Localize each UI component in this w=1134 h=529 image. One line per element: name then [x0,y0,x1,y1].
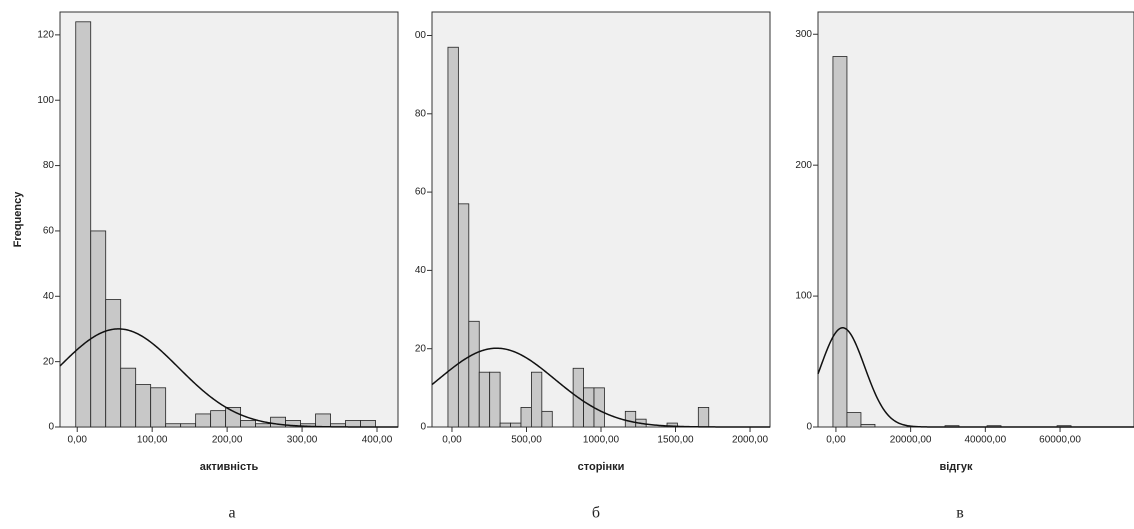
bar [541,410,553,428]
normal-curve [431,347,770,428]
bar [135,384,152,428]
bar [315,413,331,428]
bar [832,56,848,428]
x-tick-label: 100,00 [137,435,168,446]
normal-curve [817,327,1134,428]
y-tick-label: 0 [420,422,426,433]
y-tick-label: 80 [415,108,427,119]
caption: а [228,505,235,522]
bar [360,420,376,428]
x-tick-label: 0,00 [442,435,462,446]
bar [255,423,271,428]
y-tick-label: 00 [415,30,427,41]
x-tick-label: 60000,00 [1039,435,1081,446]
bar [520,407,532,428]
x-tick-label: 400,00 [362,435,393,446]
bar [468,320,480,428]
x-tick-label: 300,00 [287,435,318,446]
bar [270,416,286,428]
x-tick-label: 0,00 [826,435,846,446]
y-tick-label: 120 [37,30,54,41]
bar [150,387,167,428]
x-tick-label: 200,00 [212,435,243,446]
y-tick-label: 100 [37,95,54,106]
x-tick-label: 40000,00 [964,435,1006,446]
bar [180,423,197,428]
y-tick-label: 20 [415,343,427,354]
bar [624,410,637,428]
y-tick-label: 20 [43,356,55,367]
bar [210,410,227,428]
bar [345,420,361,428]
plot-area [817,11,1134,428]
x-tick-label: 20000,00 [890,435,932,446]
bar [510,422,522,428]
bar [593,387,605,428]
y-tick-label: 100 [795,291,812,302]
x-axis-title: сторінки [578,461,625,473]
bar [860,423,876,428]
y-tick-label: 60 [43,226,55,237]
y-tick-label: 0 [48,422,54,433]
plot-area [431,11,771,428]
x-tick-label: 500,00 [511,435,542,446]
bar [531,371,543,428]
bar [666,422,678,428]
bar [478,371,491,428]
y-tick-label: 300 [795,29,812,40]
bar [697,407,710,428]
bar [457,203,470,428]
bar [489,371,501,428]
bar [165,423,182,428]
bar [105,299,122,428]
bar [195,413,212,428]
bar [120,367,137,428]
x-axis-title: відгук [939,461,973,473]
x-axis-title: активність [200,461,259,473]
x-tick-label: 2000,00 [732,435,769,446]
x-tick-label: 1500,00 [657,435,694,446]
bar [75,21,92,428]
caption: б [592,505,600,522]
bar [499,422,511,428]
y-axis-title: Frequency [12,191,24,248]
y-tick-label: 40 [43,291,55,302]
y-tick-label: 40 [415,265,427,276]
y-tick-label: 0 [806,422,812,433]
bar [90,230,107,428]
normal-curve [59,328,398,428]
bar [846,412,862,428]
x-tick-label: 0,00 [68,435,88,446]
y-tick-label: 80 [43,160,55,171]
y-tick-label: 60 [415,187,427,198]
x-tick-label: 1000,00 [583,435,620,446]
y-tick-label: 200 [795,160,812,171]
caption: в [956,505,964,522]
bar [240,420,257,428]
bar [225,406,242,428]
